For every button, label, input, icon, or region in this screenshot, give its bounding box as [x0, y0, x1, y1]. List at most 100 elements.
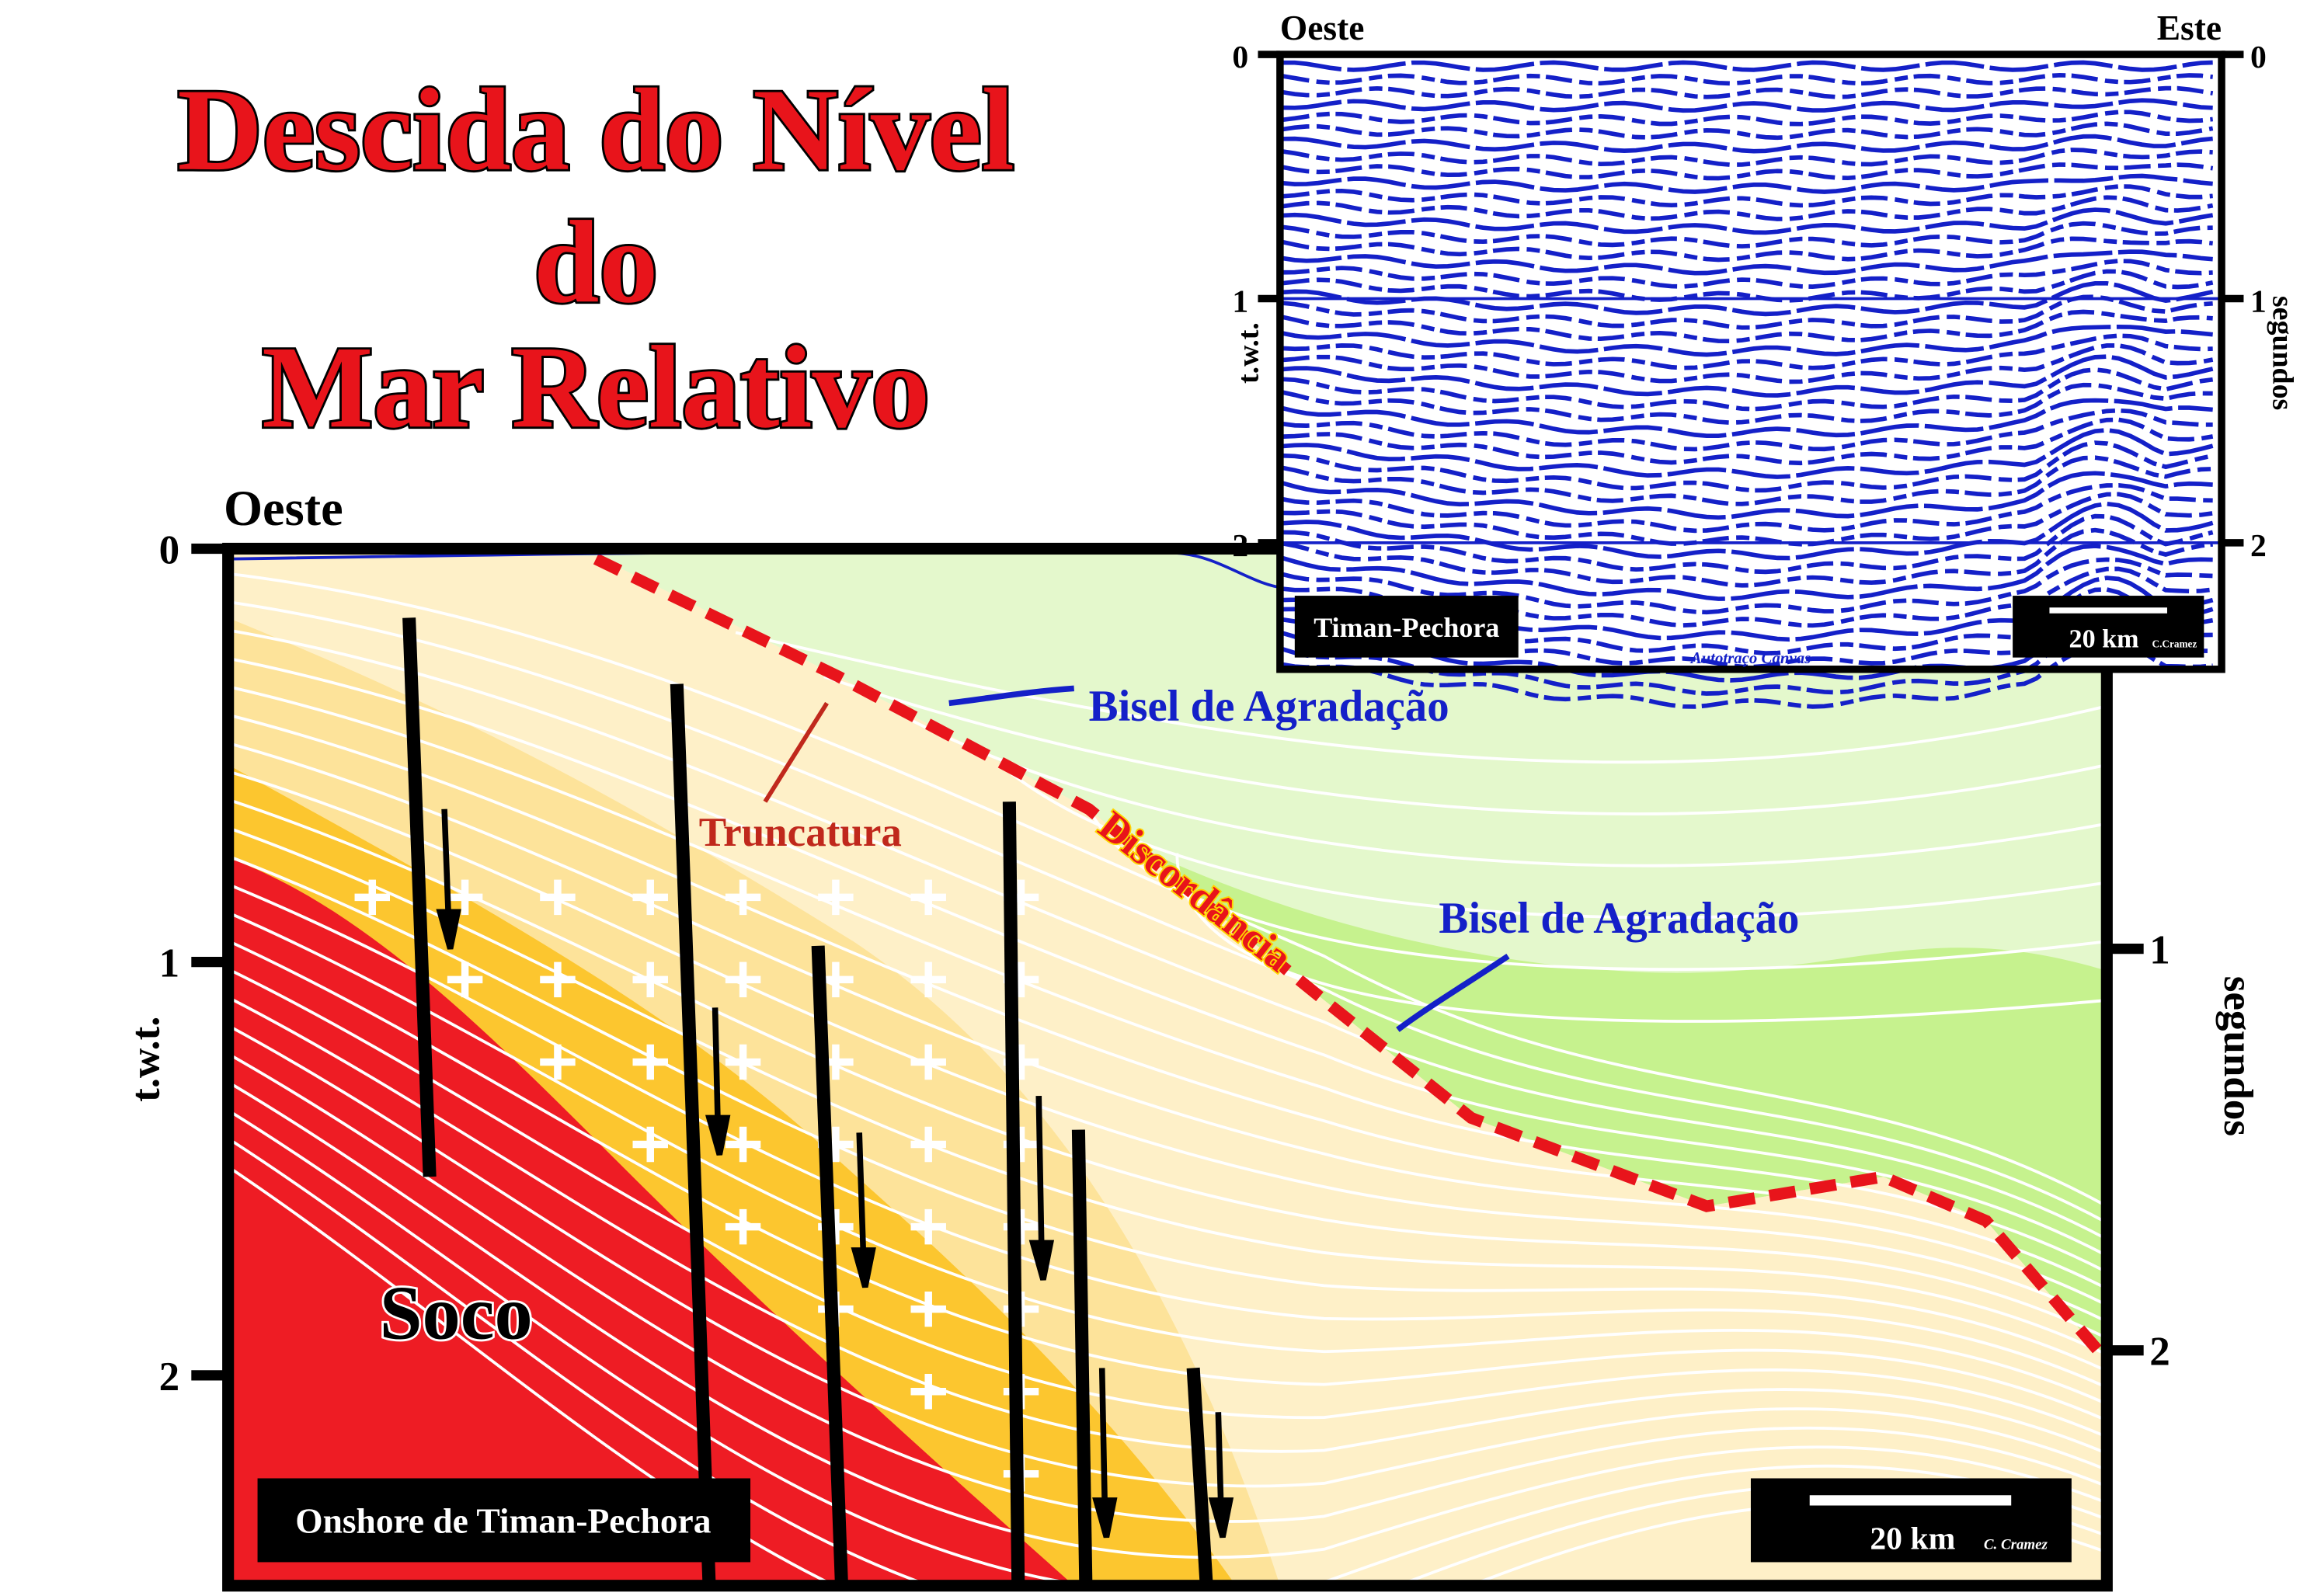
- stratum: [228, 798, 2108, 1340]
- tick-label: 1: [2149, 928, 2170, 973]
- cross: [910, 1126, 946, 1163]
- reflector: [1282, 195, 2214, 221]
- reflector: [1282, 309, 2213, 344]
- reflector: [1282, 121, 2214, 141]
- y-axis-label: segundos: [2215, 976, 2260, 1136]
- reflector: [1282, 398, 2213, 439]
- reflector: [1282, 440, 2214, 493]
- arrow: [763, 701, 829, 803]
- cross: [910, 1291, 946, 1327]
- reflector: [1282, 354, 2214, 398]
- ticks: [191, 543, 2144, 1381]
- reflector: [1282, 417, 2214, 466]
- cross: [540, 1044, 576, 1080]
- stratum: [227, 1108, 2107, 1595]
- cross: [632, 1126, 668, 1163]
- cross: [540, 961, 576, 998]
- cross: [910, 1044, 946, 1080]
- reflector: [1282, 367, 2214, 412]
- stratum: [228, 572, 2108, 1208]
- cross: [910, 1374, 946, 1410]
- basement: [228, 860, 1074, 1586]
- reflector: [1282, 98, 2213, 113]
- reflector: [1282, 134, 2213, 154]
- reflector: [1282, 544, 2213, 601]
- scale-label: 20 km: [2069, 624, 2139, 653]
- stratum: [227, 854, 2108, 1372]
- inset: 0 1 2 0 1 2 Oeste Este t.w.t. segundos T…: [1232, 8, 2298, 709]
- y-axis-label: t.w.t.: [1232, 322, 1265, 384]
- cross: [910, 879, 946, 916]
- green-layer: [1029, 787, 2107, 1361]
- tick-label: 2: [2149, 1330, 2170, 1375]
- reflector: [1282, 631, 2213, 696]
- reflector: [1282, 408, 2213, 452]
- stratum: [911, 719, 2107, 868]
- reflector: [1282, 333, 2213, 370]
- cross: [725, 879, 761, 916]
- y-axis-label: segundos: [2266, 296, 2298, 410]
- stratum: [228, 713, 2108, 1290]
- reflector: [1282, 471, 2213, 520]
- reflector: [1282, 513, 2214, 575]
- annotation: Truncatura: [699, 810, 902, 855]
- reflector: [1282, 527, 2214, 588]
- watermark: Autotraço Canvas: [1689, 648, 1811, 667]
- title-line: Mar Relativo: [262, 322, 930, 452]
- title-line: do: [534, 196, 658, 327]
- title-line: Descida do Nível: [177, 64, 1014, 195]
- faults: [402, 617, 1213, 1587]
- fault-arrows: [436, 808, 1234, 1539]
- cross: [632, 1044, 668, 1080]
- cross: [632, 879, 668, 916]
- y-axis-label: t.w.t.: [124, 1016, 169, 1101]
- reflector: [1282, 325, 2213, 357]
- stratum: [227, 1024, 2108, 1488]
- cross: [725, 961, 761, 998]
- tick-label: 1: [1232, 284, 1248, 320]
- unconformity: [593, 553, 2112, 1365]
- reflector: [1282, 343, 2214, 384]
- annotation: Bisel de Agradação: [1089, 682, 1449, 731]
- inset-frame: [1276, 50, 2225, 673]
- basement-label: Soco: [380, 1271, 533, 1356]
- tick-label: 2: [2250, 528, 2267, 564]
- reflector: [1282, 482, 2213, 534]
- reflector: [1282, 587, 2214, 655]
- label-box: [1294, 596, 1519, 658]
- stratum: [227, 939, 2108, 1422]
- scale-box: [2013, 596, 2204, 658]
- stratum: [227, 996, 2108, 1455]
- reflector: [1282, 148, 2213, 167]
- west-label: Oeste: [224, 481, 343, 536]
- reflector: [1282, 641, 2213, 709]
- tick-label: 2: [1232, 528, 1248, 564]
- reflector: [1282, 110, 2214, 127]
- reflector: [1282, 501, 2214, 561]
- frame: [222, 542, 2113, 1592]
- stratum: [228, 826, 2108, 1356]
- cross: [725, 1208, 761, 1245]
- reflector: [1282, 566, 2214, 628]
- reflector: [1282, 236, 2214, 263]
- cross: [447, 961, 483, 998]
- stratum: [227, 911, 2108, 1406]
- location-label: Onshore de Timan-Pechora: [295, 1501, 711, 1541]
- arrow: [1396, 953, 1510, 1032]
- cross: [354, 879, 391, 916]
- cross: [910, 1208, 946, 1245]
- tick-label: 0: [159, 527, 180, 572]
- cross: [540, 879, 576, 916]
- reflector: [1282, 162, 2214, 181]
- stratum: [227, 1052, 2108, 1523]
- stratum: [227, 882, 2108, 1389]
- reflector: [1282, 173, 2213, 194]
- stratum: [227, 968, 2108, 1438]
- cross: [818, 879, 854, 916]
- reflector: [1282, 60, 2213, 72]
- scale-label: 20 km: [1870, 1521, 1955, 1556]
- reflector: [1282, 557, 2213, 615]
- scale-box: [1750, 1478, 2072, 1563]
- credit: C.Cramez: [2152, 638, 2197, 649]
